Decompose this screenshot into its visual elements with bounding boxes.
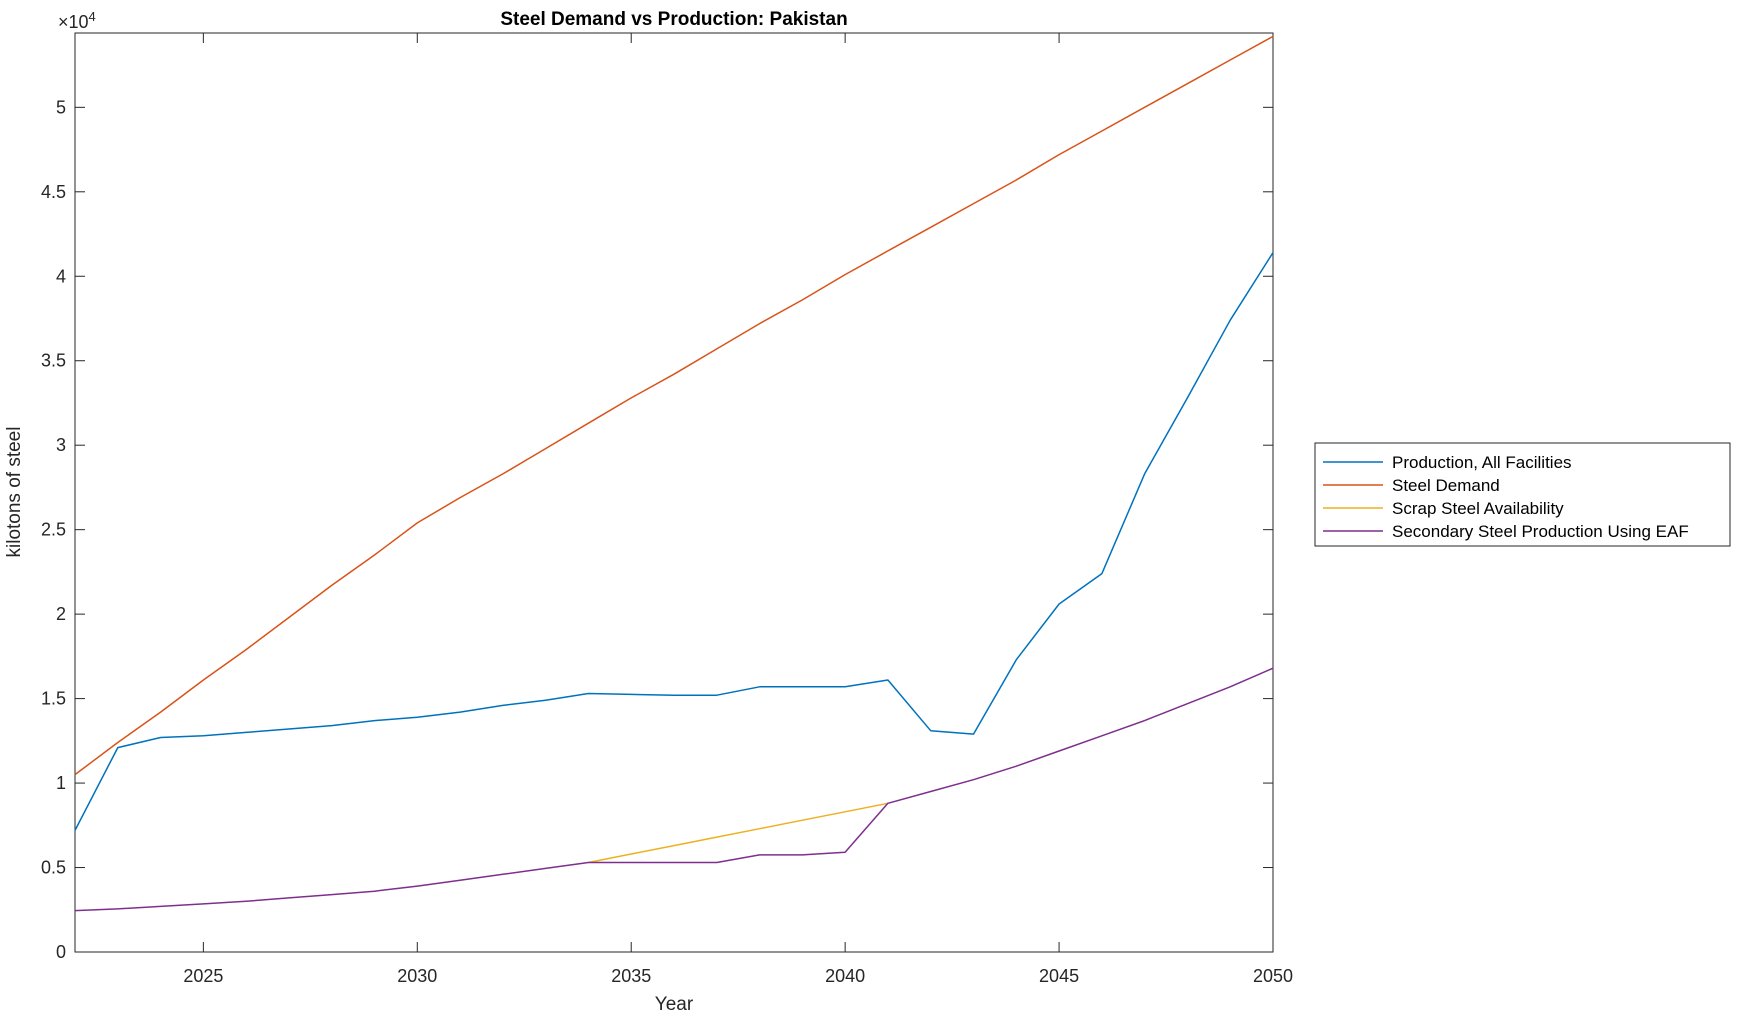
x-tick-label: 2025 [183,966,223,986]
legend-entry-production-all-facilities: Production, All Facilities [1323,453,1572,472]
x-axis-label: Year [655,994,694,1015]
legend-entry-secondary-steel-production-using-eaf: Secondary Steel Production Using EAF [1323,522,1689,541]
chart-title: Steel Demand vs Production: Pakistan [500,9,847,30]
legend-entry-scrap-steel-availability: Scrap Steel Availability [1323,499,1564,518]
y-tick-label: 4 [56,266,66,286]
x-tick-label: 2035 [611,966,651,986]
y-axis-exponent: ×104 [58,9,96,32]
y-tick-label: 0.5 [41,858,66,878]
plot-box [74,32,1274,953]
y-tick-label: 0 [56,942,66,962]
y-tick-label: 5 [56,97,66,117]
legend: Production, All Facilities Steel Demand Sc… [1314,442,1731,547]
legend-entry-label: Secondary Steel Production Using EAF [1392,522,1689,541]
series-line-secondary-steel-production-using-eaf [74,667,1274,912]
y-tick-label: 2 [56,604,66,624]
plot-series [74,35,1274,912]
y-tick-label: 4.5 [41,182,66,202]
x-tick-label: 2040 [825,966,865,986]
series-line-scrap-steel-availability [588,802,889,864]
legend-entry-label: Steel Demand [1392,476,1500,495]
legend-box [1314,442,1731,547]
series-line-production-all-facilities [74,252,1274,831]
series-line-steel-demand [74,35,1274,776]
x-tick-label: 2030 [397,966,437,986]
legend-entry-label: Scrap Steel Availability [1392,499,1564,518]
y-tick-label: 1.5 [41,689,66,709]
y-tick-label: 3.5 [41,351,66,371]
legend-entry-steel-demand: Steel Demand [1323,476,1500,495]
y-tick-label: 3 [56,435,66,455]
y-tick-label: 2.5 [41,520,66,540]
x-tick-label: 2050 [1253,966,1293,986]
legend-entry-label: Production, All Facilities [1392,453,1572,472]
x-tick-label: 2045 [1039,966,1079,986]
y-axis-label: kilotons of steel [4,427,25,558]
axes: 2025 2030 2035 2040 2045 2050 0 0.5 1 1.5 2 2.5 3 3.5… [41,32,1293,986]
y-tick-label: 1 [56,773,66,793]
